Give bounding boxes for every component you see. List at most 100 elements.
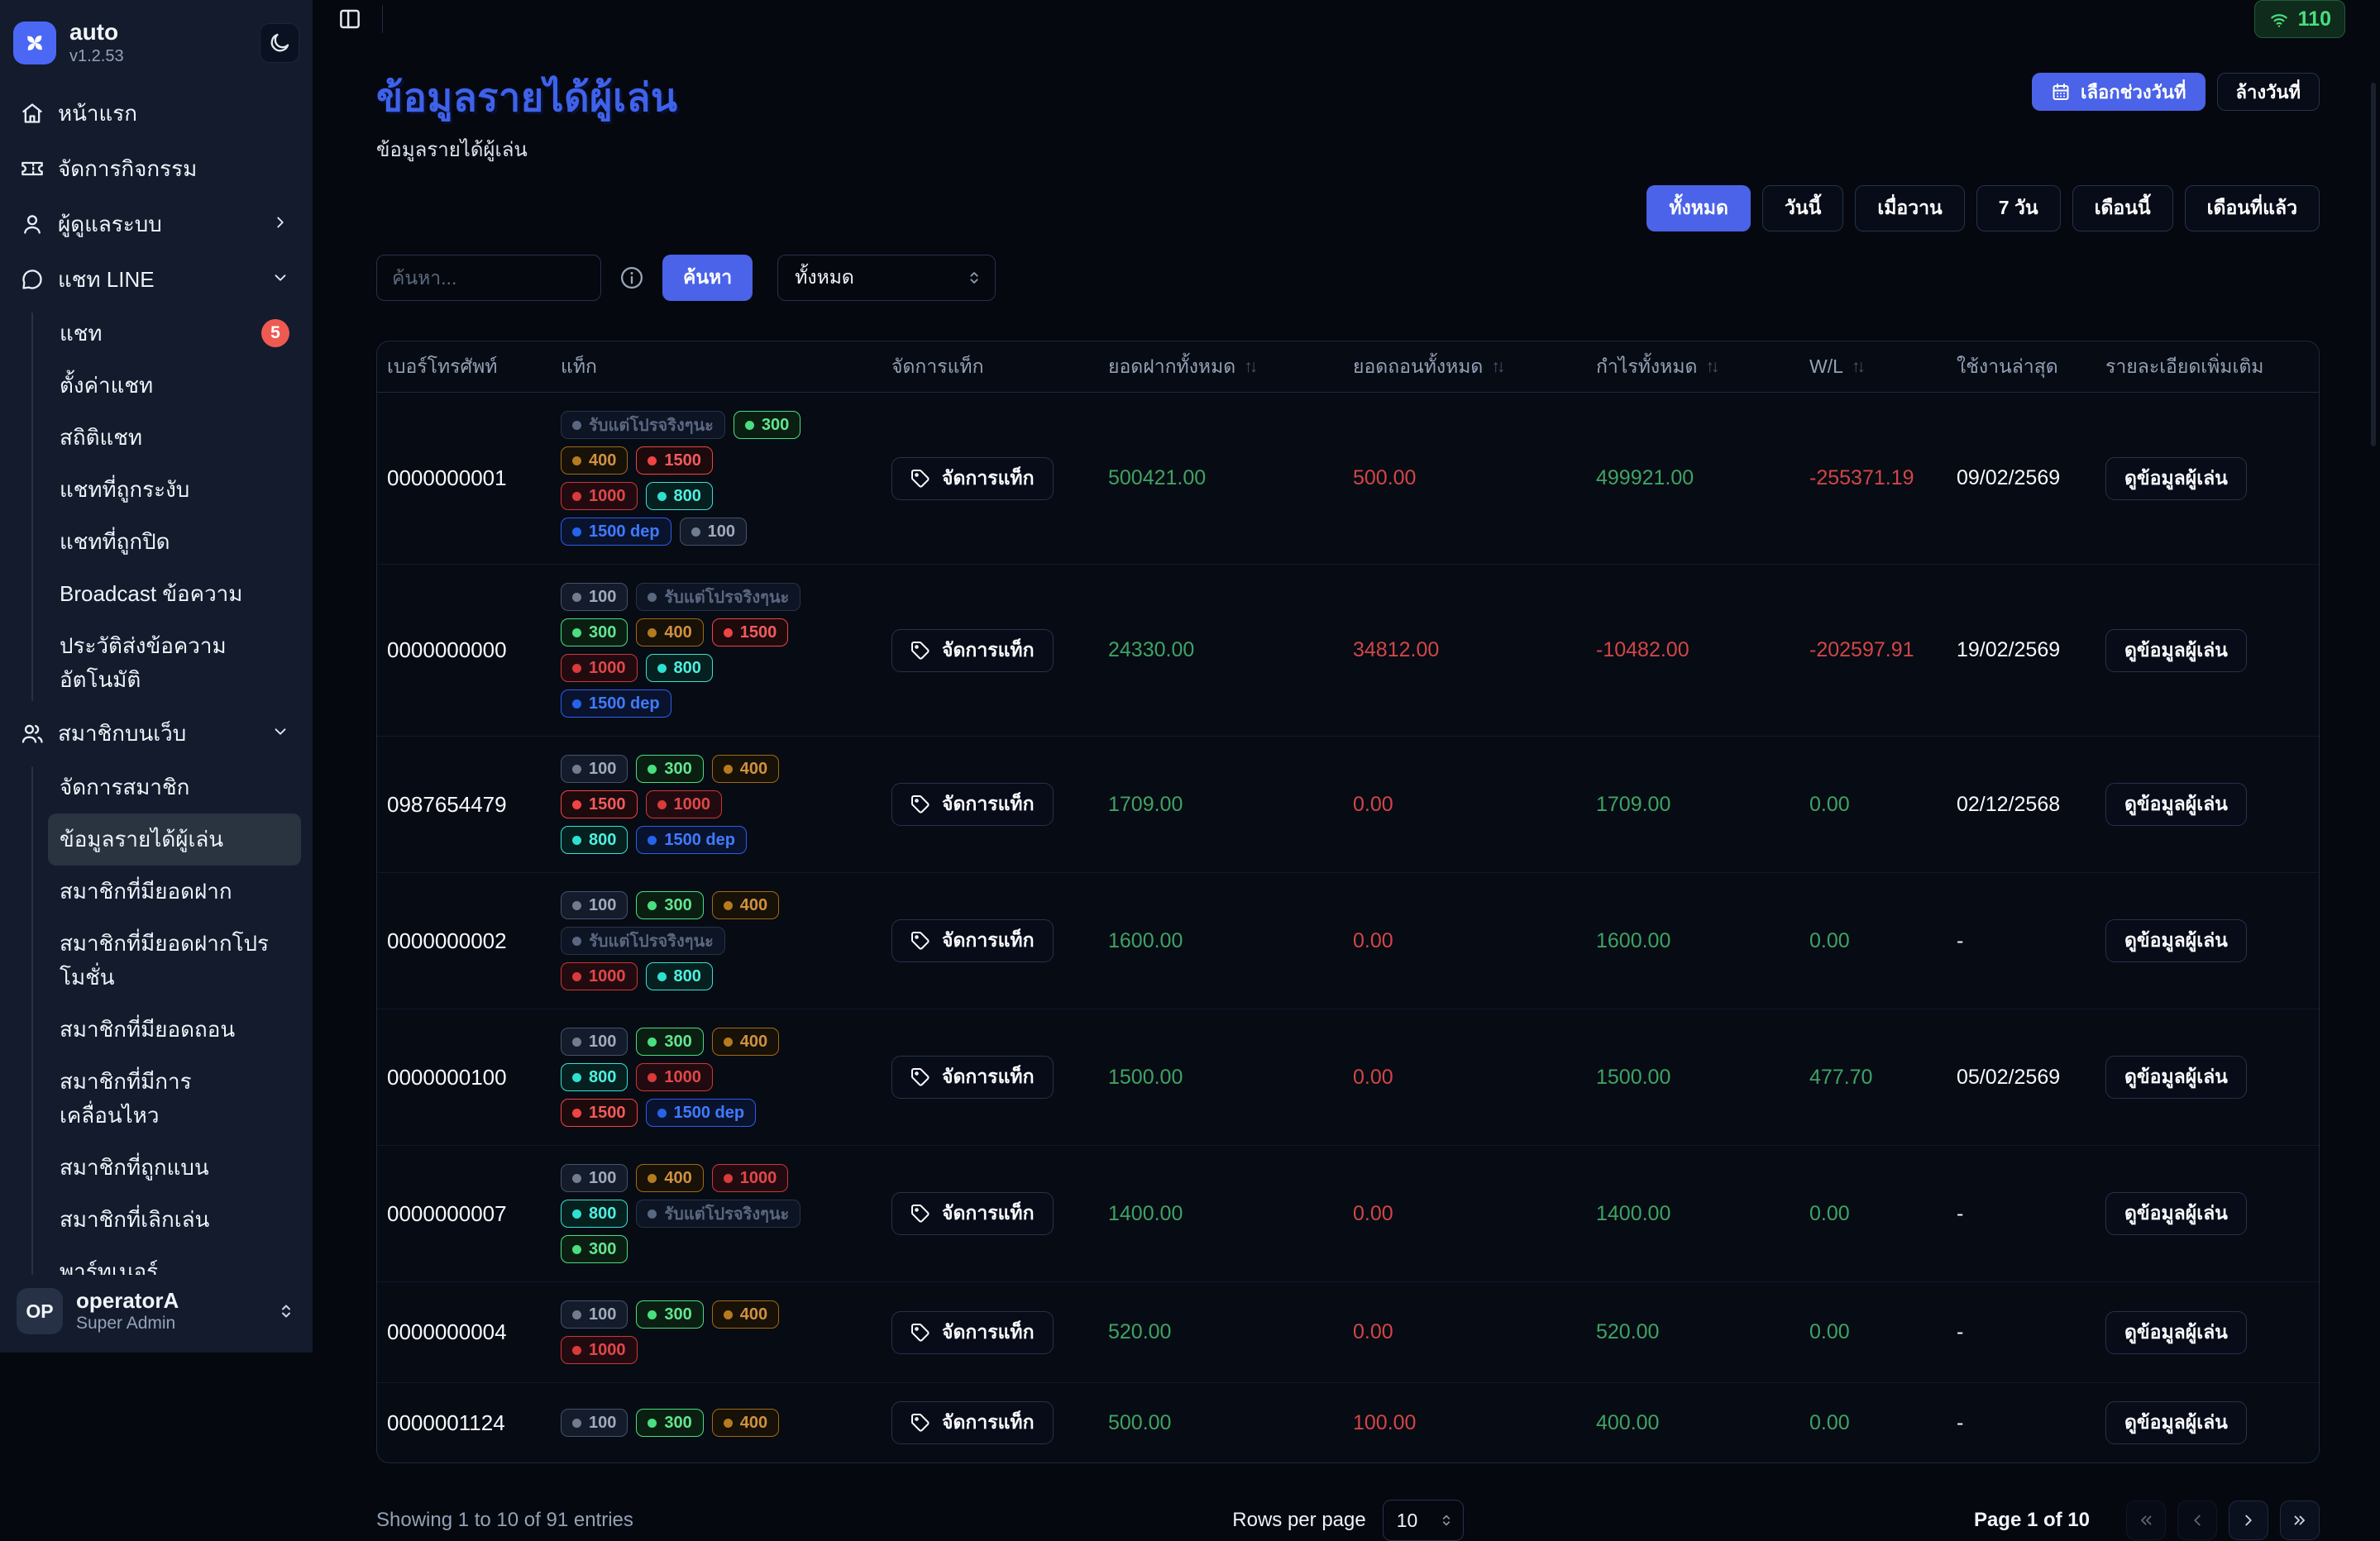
tag-pill[interactable]: 300: [636, 891, 704, 919]
search-input[interactable]: [376, 255, 601, 301]
tag-pill[interactable]: 400: [711, 891, 780, 919]
sidebar-item[interactable]: จัดการกิจกรรม: [12, 141, 301, 197]
tag-pill[interactable]: 300: [636, 1028, 704, 1056]
tag-pill[interactable]: 300: [561, 618, 628, 646]
filter-button[interactable]: เดือนนี้: [2072, 185, 2173, 231]
sidebar-item[interactable]: ผู้ดูแลระบบ: [12, 197, 301, 252]
tag-pill[interactable]: 300: [636, 1300, 704, 1329]
sidebar-subitem[interactable]: สมาชิกที่มียอดถอน: [48, 1004, 301, 1056]
sidebar-subitem[interactable]: ตั้งค่าแชท: [48, 360, 301, 412]
tag-pill[interactable]: 800: [645, 962, 713, 990]
view-player-button[interactable]: ดูข้อมูลผู้เล่น: [2105, 783, 2247, 826]
filter-button[interactable]: เมื่อวาน: [1855, 185, 1965, 231]
view-player-button[interactable]: ดูข้อมูลผู้เล่น: [2105, 1056, 2247, 1099]
filter-button[interactable]: เดือนที่แล้ว: [2184, 185, 2320, 231]
search-filter-select[interactable]: ทั้งหมด: [777, 255, 996, 301]
chevron-right-page-button[interactable]: [2229, 1500, 2268, 1540]
user-menu[interactable]: OP operatorA Super Admin: [0, 1275, 313, 1353]
manage-tags-button[interactable]: จัดการแท็ก: [891, 456, 1054, 500]
tag-pill[interactable]: 400: [636, 618, 704, 646]
tag-pill[interactable]: 1000: [645, 790, 722, 818]
tag-pill[interactable]: 400: [711, 1409, 780, 1437]
theme-toggle-button[interactable]: [260, 22, 299, 63]
tag-pill[interactable]: 400: [711, 1300, 780, 1329]
tag-pill[interactable]: 1500: [561, 1099, 638, 1127]
sidebar-subitem[interactable]: สมาชิกที่มีการเคลื่อนไหว: [48, 1056, 301, 1142]
tag-pill[interactable]: รับแต่โปรจริงๆนะ: [561, 927, 725, 955]
manage-tags-button[interactable]: จัดการแท็ก: [891, 1056, 1054, 1099]
tag-pill[interactable]: 1000: [561, 482, 638, 510]
sidebar-subitem[interactable]: สมาชิกที่เลิกเล่น: [48, 1194, 301, 1246]
manage-tags-button[interactable]: จัดการแท็ก: [891, 1310, 1054, 1354]
tag-pill[interactable]: 100: [679, 518, 747, 546]
tag-pill[interactable]: 1500: [636, 446, 713, 475]
tag-pill[interactable]: 100: [561, 755, 628, 783]
tag-pill[interactable]: 1500 dep: [561, 689, 671, 718]
tag-pill[interactable]: 300: [636, 755, 704, 783]
view-player-button[interactable]: ดูข้อมูลผู้เล่น: [2105, 1310, 2247, 1354]
sidebar-subitem[interactable]: แชทที่ถูกปิด: [48, 516, 301, 568]
manage-tags-button[interactable]: จัดการแท็ก: [891, 1401, 1054, 1444]
tag-pill[interactable]: 800: [561, 826, 628, 854]
view-player-button[interactable]: ดูข้อมูลผู้เล่น: [2105, 628, 2247, 672]
view-player-button[interactable]: ดูข้อมูลผู้เล่น: [2105, 919, 2247, 962]
sidebar-subitem[interactable]: จัดการสมาชิก: [48, 761, 301, 813]
tag-pill[interactable]: 300: [733, 411, 801, 439]
sidebar-subitem[interactable]: แชท 5: [48, 308, 301, 360]
manage-tags-button[interactable]: จัดการแท็ก: [891, 628, 1054, 672]
tag-pill[interactable]: 800: [645, 654, 713, 682]
tag-pill[interactable]: รับแต่โปรจริงๆนะ: [636, 1200, 801, 1228]
filter-button[interactable]: ทั้งหมด: [1646, 185, 1751, 231]
tag-pill[interactable]: 1500 dep: [561, 518, 671, 546]
tag-pill[interactable]: 400: [636, 1164, 704, 1192]
tag-pill[interactable]: 1500 dep: [636, 826, 747, 854]
view-player-button[interactable]: ดูข้อมูลผู้เล่น: [2105, 456, 2247, 500]
sidebar-toggle-button[interactable]: [337, 7, 362, 31]
tag-pill[interactable]: 300: [561, 1235, 628, 1263]
view-player-button[interactable]: ดูข้อมูลผู้เล่น: [2105, 1401, 2247, 1444]
tag-pill[interactable]: 100: [561, 1164, 628, 1192]
sidebar-item[interactable]: หน้าแรก: [12, 86, 301, 141]
tag-pill[interactable]: รับแต่โปรจริงๆนะ: [561, 411, 725, 439]
chevrons-left-page-button[interactable]: [2126, 1500, 2166, 1540]
sidebar-item[interactable]: แชท LINE: [12, 252, 301, 308]
tag-pill[interactable]: 1000: [711, 1164, 789, 1192]
tag-pill[interactable]: 100: [561, 891, 628, 919]
tag-pill[interactable]: 100: [561, 1409, 628, 1437]
filter-button[interactable]: 7 วัน: [1976, 185, 2061, 231]
tag-pill[interactable]: 1000: [561, 654, 638, 682]
manage-tags-button[interactable]: จัดการแท็ก: [891, 919, 1054, 962]
sidebar-subitem[interactable]: พาร์ทเนอร์: [48, 1246, 301, 1275]
tag-pill[interactable]: 1000: [561, 962, 638, 990]
sidebar-subitem[interactable]: ประวัติส่งข้อความอัตโนมัติ: [48, 620, 301, 706]
tag-pill[interactable]: 1500: [561, 790, 638, 818]
tag-pill[interactable]: 1000: [636, 1063, 713, 1091]
sidebar-item[interactable]: สมาชิกบนเว็บ: [12, 706, 301, 761]
sidebar-subitem[interactable]: สถิติแชท: [48, 412, 301, 464]
chevron-left-page-button[interactable]: [2177, 1500, 2217, 1540]
tag-pill[interactable]: 300: [636, 1409, 704, 1437]
sidebar-subitem[interactable]: สมาชิกที่มียอดฝากโปรโมชั่น: [48, 918, 301, 1004]
search-button[interactable]: ค้นหา: [662, 255, 753, 301]
sort-arrows-icon[interactable]: ↑↓: [1491, 356, 1505, 376]
tag-pill[interactable]: 100: [561, 1028, 628, 1056]
sort-arrows-icon[interactable]: ↑↓: [1705, 356, 1719, 376]
tag-pill[interactable]: 800: [561, 1063, 628, 1091]
rows-per-page-select[interactable]: 10: [1382, 1500, 1464, 1541]
tag-pill[interactable]: 100: [561, 1300, 628, 1329]
chevrons-right-page-button[interactable]: [2280, 1500, 2320, 1540]
tag-pill[interactable]: 400: [711, 1028, 780, 1056]
filter-button[interactable]: วันนี้: [1762, 185, 1844, 231]
tag-pill[interactable]: 100: [561, 583, 628, 611]
tag-pill[interactable]: 400: [561, 446, 628, 475]
sidebar-subitem[interactable]: Broadcast ข้อความ: [48, 568, 301, 620]
sort-arrows-icon[interactable]: ↑↓: [1851, 356, 1866, 376]
manage-tags-button[interactable]: จัดการแท็ก: [891, 1192, 1054, 1235]
tag-pill[interactable]: รับแต่โปรจริงๆนะ: [636, 583, 801, 611]
tag-pill[interactable]: 1500: [711, 618, 789, 646]
sidebar-subitem[interactable]: แชทที่ถูกระงับ: [48, 464, 301, 516]
date-range-button[interactable]: เลือกช่วงวันที่: [2032, 73, 2206, 111]
clear-date-button[interactable]: ล้างวันที่: [2216, 73, 2320, 111]
sort-arrows-icon[interactable]: ↑↓: [1244, 356, 1258, 376]
info-icon[interactable]: [619, 265, 644, 290]
